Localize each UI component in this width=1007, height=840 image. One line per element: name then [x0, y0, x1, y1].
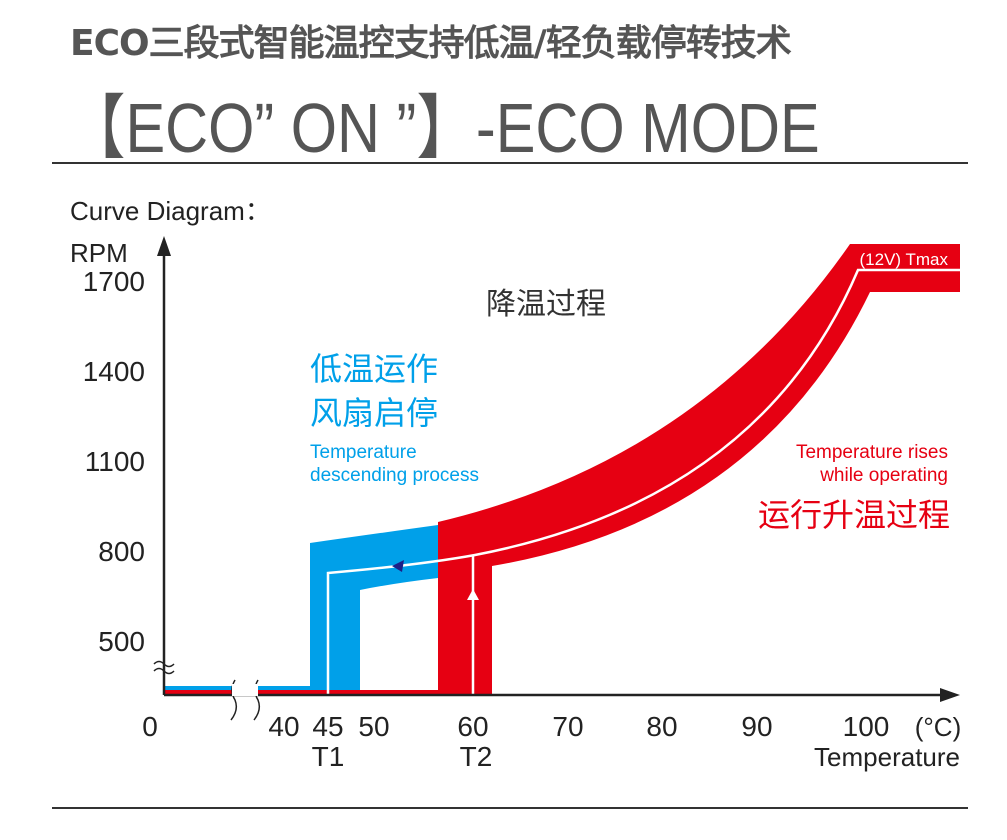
low-temp-label-1: 低温运作	[310, 351, 438, 387]
rising-process-label: 运行升温过程	[758, 497, 950, 533]
t2-label: T2	[460, 741, 493, 772]
x-tick: 45	[312, 711, 343, 742]
x-axis-label: Temperature	[814, 742, 960, 772]
x-tick: 0	[142, 711, 158, 742]
y-axis-break-icon	[153, 660, 175, 675]
left-arrow-icon	[392, 560, 404, 572]
x-unit: (°C)	[915, 712, 962, 742]
x-tick: 100	[843, 711, 890, 742]
y-axis-label: RPM	[70, 238, 128, 268]
x-tick: 50	[358, 711, 389, 742]
low-temp-label-2: 风扇启停	[310, 395, 438, 431]
y-tick: 1700	[83, 266, 145, 297]
rising-label-2: while operating	[819, 465, 948, 486]
y-tick: 800	[98, 536, 145, 567]
title-eco-mode: 【ECO” ON ”】-ECO MODE	[66, 89, 820, 167]
red-rising-band	[164, 244, 960, 694]
title-chinese: ECO三段式智能温控支持低温/轻负载停转技术	[70, 23, 792, 64]
y-tick: 1400	[83, 356, 145, 387]
diagram-caption: Curve Diagram：	[70, 196, 271, 226]
x-axis-arrow-icon	[940, 688, 960, 702]
t1-label: T1	[312, 741, 345, 772]
cooling-process-label: 降温过程	[486, 288, 606, 321]
descending-label-1: Temperature	[310, 442, 417, 463]
x-tick: 80	[646, 711, 677, 742]
y-axis-arrow-icon	[157, 236, 171, 256]
rising-label-1: Temperature rises	[796, 442, 948, 463]
up-arrow-icon	[467, 589, 479, 600]
y-tick: 500	[98, 626, 145, 657]
blue-descending-band	[164, 525, 438, 692]
x-tick: 90	[741, 711, 772, 742]
x-tick: 70	[552, 711, 583, 742]
x-tick: 60	[457, 711, 488, 742]
descending-label-2: descending process	[310, 465, 479, 486]
y-tick: 1100	[85, 446, 145, 477]
tmax-label: (12V) Tmax	[860, 250, 949, 269]
x-tick: 40	[268, 711, 299, 742]
